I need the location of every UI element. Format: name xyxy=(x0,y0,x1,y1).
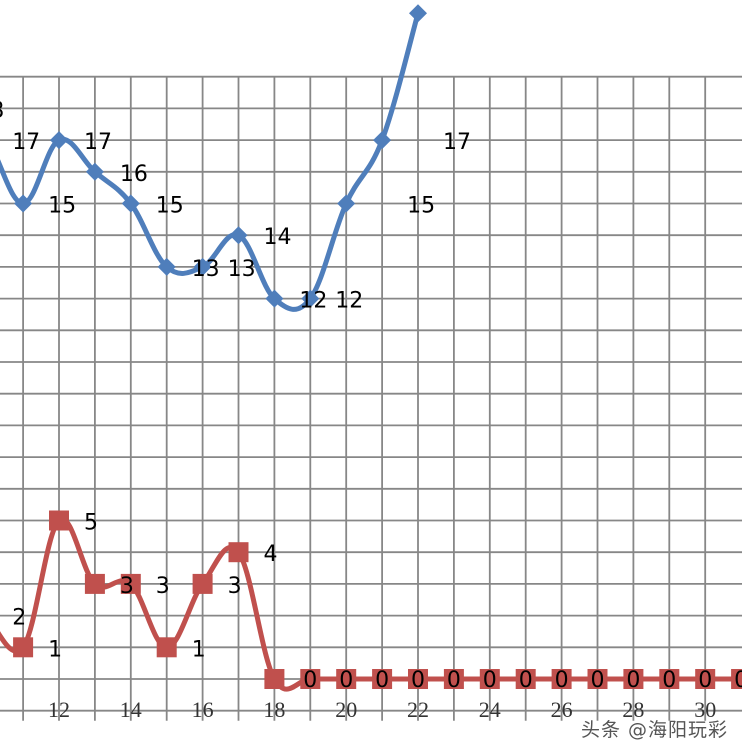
series-2-data-label: 5 xyxy=(84,511,98,536)
series-2-data-label: 0 xyxy=(483,668,497,693)
series-2-data-label: 0 xyxy=(411,668,425,693)
series-1-marker xyxy=(337,194,356,213)
series-2-data-label: 0 xyxy=(698,668,712,693)
series-1-data-label: 15 xyxy=(407,194,435,219)
series-2-marker xyxy=(336,669,357,689)
series-2-data-label: 4 xyxy=(264,542,278,567)
series-1-data-label: 18 xyxy=(0,98,4,123)
series-1-marker xyxy=(157,257,176,276)
series-2-marker xyxy=(192,573,213,594)
series-2-data-label: 0 xyxy=(555,668,569,693)
series-1-marker xyxy=(14,194,33,213)
series-1-marker xyxy=(121,194,140,213)
series-2-marker xyxy=(120,573,141,594)
x-tick-label: 16 xyxy=(192,697,214,722)
series-2-marker xyxy=(300,669,321,689)
series-2-data-label: 1 xyxy=(192,637,206,662)
series-2-marker xyxy=(372,669,393,689)
series-2-data-label: 3 xyxy=(156,574,170,599)
series-2-data-label: 0 xyxy=(303,668,317,693)
series-2-data-label: 0 xyxy=(447,668,461,693)
series-2-marker xyxy=(479,669,500,689)
series-1-data-label: 13 xyxy=(192,257,220,282)
series-2-data-label: 1 xyxy=(48,637,62,662)
series-2-marker xyxy=(659,669,680,689)
x-tick-label: 30 xyxy=(694,697,716,722)
series-1-marker xyxy=(50,131,68,150)
chart-x-ticks: 12 14 16 18 20 22 24 26 28 30 xyxy=(48,697,716,722)
series-2-marker xyxy=(84,573,105,594)
series-1-data-label: 15 xyxy=(48,194,76,219)
x-tick-label: 14 xyxy=(120,697,142,722)
series-1-data-label: 17 xyxy=(443,130,471,155)
series-2-marker xyxy=(515,669,536,689)
series-1-data-label: 12 xyxy=(299,289,327,314)
series-2-marker xyxy=(551,669,572,689)
series-1-data-label: 13 xyxy=(228,257,256,282)
series-1-data-label: 14 xyxy=(264,225,292,250)
series-1-data-label: 16 xyxy=(120,162,148,187)
x-tick-label: 12 xyxy=(48,697,70,722)
series-1-marker xyxy=(409,4,427,23)
series-line-2 xyxy=(0,516,742,692)
series-1-marker xyxy=(265,289,284,308)
x-tick-label: 26 xyxy=(551,697,573,722)
series-2-marker xyxy=(443,669,464,689)
series-1-data-label: 12 xyxy=(335,289,363,314)
series-2-marker xyxy=(156,637,177,658)
series-2-data-label: 3 xyxy=(228,574,242,599)
series-1-marker xyxy=(373,131,392,150)
series-2-data-label: 3 xyxy=(120,574,134,599)
series-1-marker xyxy=(301,289,320,308)
series-2-data-label: 0 xyxy=(662,668,676,693)
series-2-marker xyxy=(408,669,428,689)
chart-data-labels: 1817151716151313141212151721533134000000… xyxy=(0,98,742,693)
series-2-data-label: 0 xyxy=(734,668,742,693)
series-1-marker xyxy=(85,162,104,181)
series-2-marker xyxy=(587,669,608,689)
series-2-marker xyxy=(695,669,716,689)
series-1-marker xyxy=(193,257,212,276)
series-1-data-label: 17 xyxy=(84,130,112,155)
series-2-marker xyxy=(49,510,69,531)
x-tick-label: 22 xyxy=(407,697,429,722)
x-tick-label: 20 xyxy=(335,697,357,722)
series-1-data-label: 15 xyxy=(156,194,184,219)
series-2-data-label: 0 xyxy=(626,668,640,693)
series-1-data-label: 17 xyxy=(12,130,40,155)
series-1-marker xyxy=(229,226,248,245)
x-tick-label: 28 xyxy=(622,697,644,722)
series-2-marker xyxy=(228,542,249,563)
series-2-marker xyxy=(623,669,644,689)
x-tick-label: 24 xyxy=(479,697,501,722)
x-tick-label: 18 xyxy=(263,697,285,722)
series-2-marker xyxy=(731,669,742,689)
chart-grid xyxy=(0,75,742,721)
series-2-data-label: 0 xyxy=(375,668,389,693)
series-2-data-label: 0 xyxy=(339,668,353,693)
watermark: 头条 @海阳玩彩 xyxy=(580,719,728,741)
series-2-marker xyxy=(264,669,285,689)
series-2-marker xyxy=(13,637,34,658)
series-2-data-label: 2 xyxy=(12,606,26,631)
series-2-data-label: 0 xyxy=(591,668,605,693)
chart-series xyxy=(0,4,742,692)
series-2-data-label: 0 xyxy=(519,668,533,693)
